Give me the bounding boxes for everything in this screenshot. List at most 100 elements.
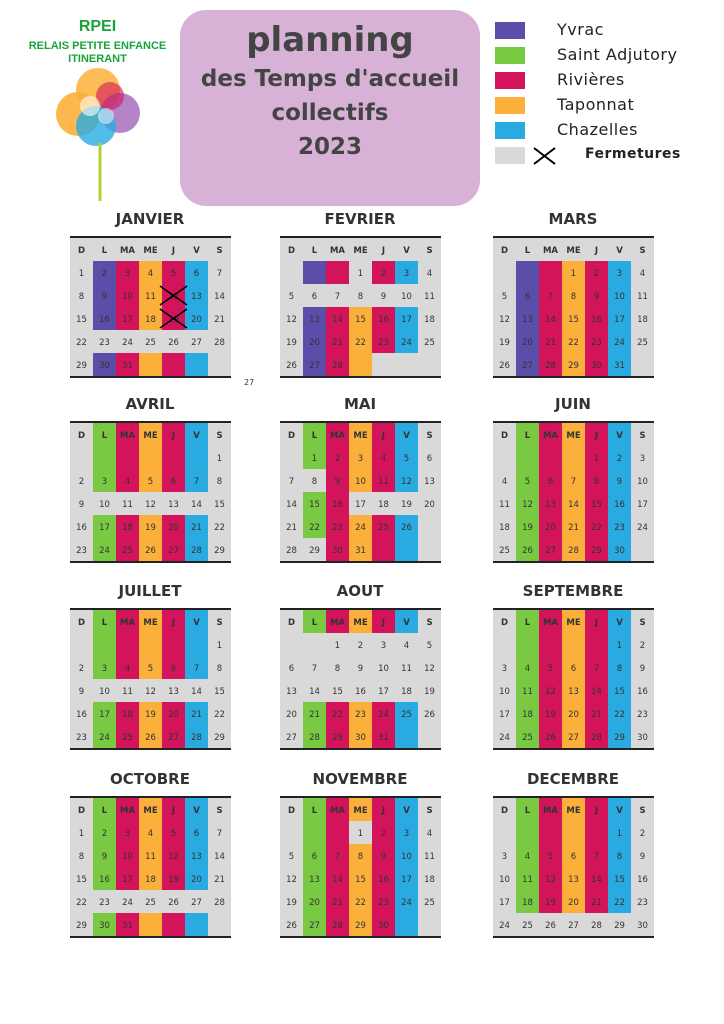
day-cell [493,844,516,867]
day-number: 4 [148,269,153,279]
day-cell [185,492,208,515]
day-number: 4 [525,852,530,862]
day-cell [631,307,654,330]
day-number: 4 [381,454,386,464]
day-cell [280,492,303,515]
day-cell [326,284,349,307]
weekday-header: ME [353,806,367,816]
day-cell [516,821,539,844]
day-number: 11 [145,292,156,302]
weekday-header: ME [353,246,367,256]
day-number: 15 [76,315,87,325]
day-cell [208,469,231,492]
day-number: 13 [309,875,320,885]
day-number: 8 [312,477,317,487]
day-cell [493,633,516,656]
day-cell [116,261,139,284]
day-cell [349,238,372,261]
day-cell [418,867,441,890]
day-cell [185,798,208,821]
day-number: 25 [499,546,510,556]
day-cell [395,798,418,821]
day-number: 27 [309,921,320,931]
day-cell [539,284,562,307]
day-cell [326,492,349,515]
day-number: 17 [614,315,625,325]
day-number: 12 [401,477,412,487]
day-number: 19 [545,710,556,720]
day-number: 29 [614,733,625,743]
day-number: 10 [401,292,412,302]
day-cell [585,844,608,867]
day-number: 10 [355,477,366,487]
day-cell [493,261,516,284]
day-cell [631,446,654,469]
day-number: 7 [335,852,340,862]
day-cell [395,492,418,515]
weekday-header: J [171,431,175,441]
day-number: 28 [332,921,343,931]
weekday-header: MA [120,618,135,628]
day-number: 29 [309,546,320,556]
day-cell [116,725,139,748]
day-cell [418,913,441,936]
weekday-header: S [426,806,432,816]
day-number: 18 [145,315,156,325]
day-number: 3 [358,454,363,464]
day-cell [93,610,116,633]
day-cell [208,353,231,376]
day-number: 21 [332,338,343,348]
day-cell [631,679,654,702]
day-cell [208,423,231,446]
day-cell [162,261,185,284]
weekday-header: V [616,806,623,816]
day-cell [395,423,418,446]
weekday-header: J [381,618,385,628]
day-cell [303,330,326,353]
day-cell [70,798,93,821]
day-number: 13 [168,687,179,697]
day-number: 19 [424,687,435,697]
day-cell [608,633,631,656]
day-number: 7 [312,664,317,674]
day-cell [516,867,539,890]
day-cell [280,633,303,656]
day-cell [372,446,395,469]
day-cell [139,330,162,353]
day-cell [585,656,608,679]
day-number: 12 [545,687,556,697]
day-cell [116,633,139,656]
day-cell [162,610,185,633]
day-cell [418,284,441,307]
day-cell [326,633,349,656]
day-number: 30 [332,546,343,556]
day-number: 30 [378,921,389,931]
day-cell [139,492,162,515]
day-number: 21 [332,898,343,908]
day-cell [631,867,654,890]
day-cell [631,725,654,748]
day-number: 19 [499,338,510,348]
day-cell [539,725,562,748]
day-number: 15 [76,875,87,885]
weekday-header: L [525,806,531,816]
weekday-header: MA [543,246,558,256]
day-cell [116,492,139,515]
day-number: 7 [594,664,599,674]
day-number: 10 [99,687,110,697]
day-cell [372,844,395,867]
weekday-header: D [78,246,85,256]
day-cell [539,633,562,656]
day-cell [162,238,185,261]
day-cell [608,515,631,538]
day-cell [608,492,631,515]
day-number: 8 [79,292,84,302]
day-cell [208,844,231,867]
day-number: 24 [122,898,133,908]
day-cell [326,867,349,890]
day-cell [349,656,372,679]
day-cell [326,610,349,633]
day-number: 4 [148,829,153,839]
